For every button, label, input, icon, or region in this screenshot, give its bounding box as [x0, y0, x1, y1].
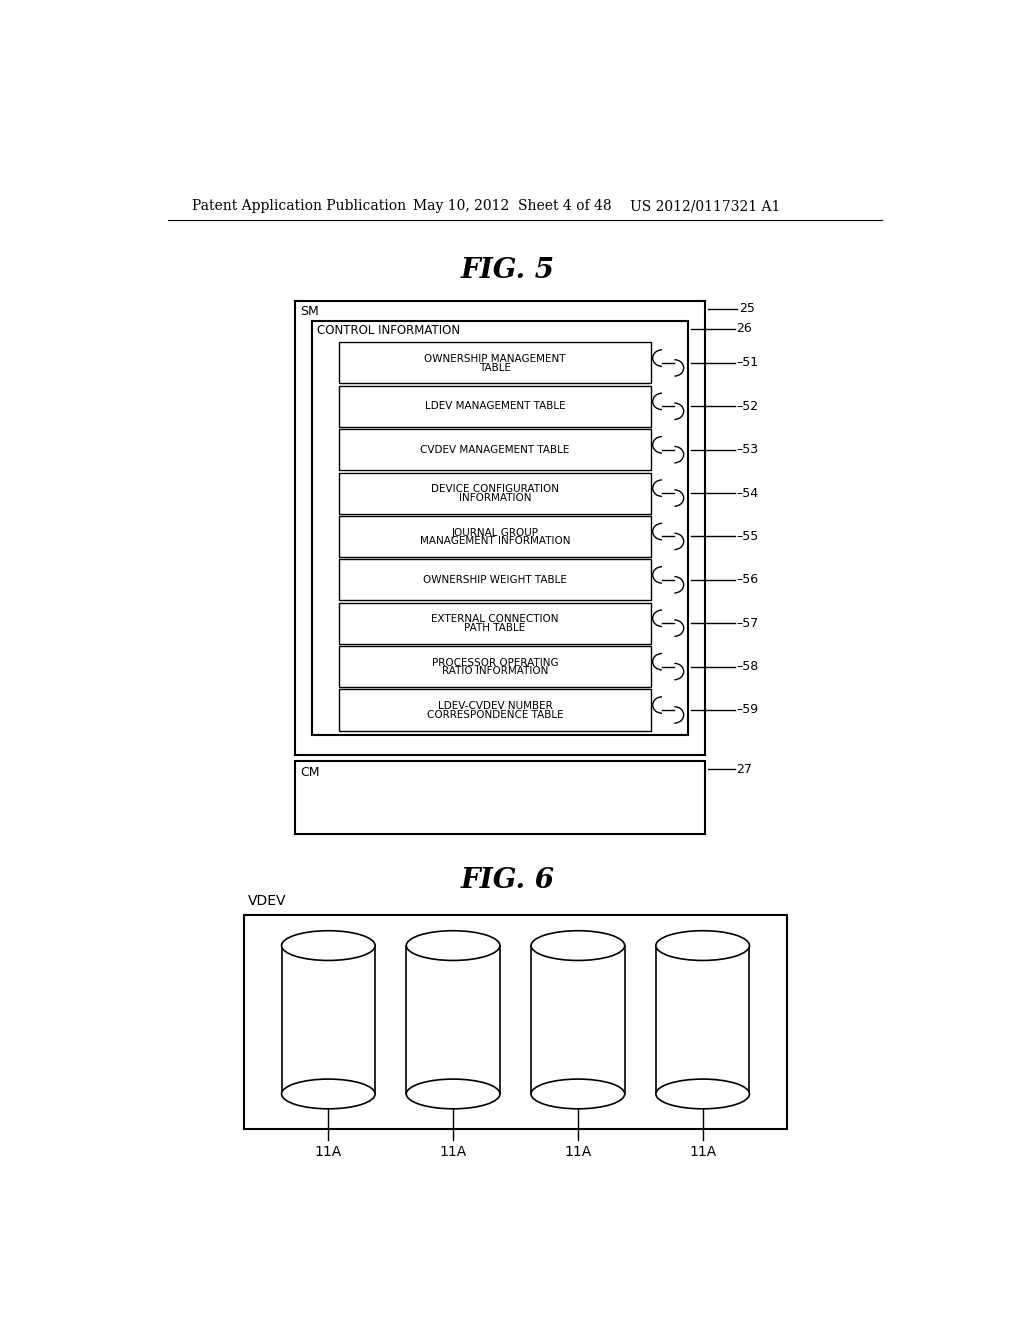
Text: VDEV: VDEV	[248, 895, 287, 908]
Text: CONTROL INFORMATION: CONTROL INFORMATION	[317, 325, 460, 338]
Text: 26: 26	[736, 322, 752, 335]
Text: –56: –56	[736, 573, 759, 586]
Text: CM: CM	[300, 766, 319, 779]
Text: 11A: 11A	[314, 1144, 342, 1159]
Ellipse shape	[531, 931, 625, 961]
Bar	[295, 301, 706, 755]
Text: LDEV-CVDEV NUMBER: LDEV-CVDEV NUMBER	[437, 701, 552, 711]
Bar	[339, 342, 651, 384]
Bar	[339, 385, 651, 426]
Ellipse shape	[282, 931, 375, 961]
Ellipse shape	[531, 1078, 625, 1109]
Text: LDEV MANAGEMENT TABLE: LDEV MANAGEMENT TABLE	[425, 401, 565, 412]
Text: –58: –58	[736, 660, 759, 673]
Text: US 2012/0117321 A1: US 2012/0117321 A1	[630, 199, 780, 213]
Text: –55: –55	[736, 529, 759, 543]
Bar	[295, 762, 706, 834]
Text: FIG. 6: FIG. 6	[461, 867, 555, 894]
Ellipse shape	[655, 1078, 750, 1109]
Text: MANAGEMENT INFORMATION: MANAGEMENT INFORMATION	[420, 536, 570, 546]
Bar	[339, 560, 651, 601]
Ellipse shape	[655, 931, 750, 961]
Bar	[245, 915, 786, 1129]
Bar	[339, 429, 651, 470]
Text: INFORMATION: INFORMATION	[459, 492, 531, 503]
Text: CORRESPONDENCE TABLE: CORRESPONDENCE TABLE	[427, 710, 563, 719]
Text: –52: –52	[736, 400, 759, 413]
Ellipse shape	[282, 1078, 375, 1109]
Text: CVDEV MANAGEMENT TABLE: CVDEV MANAGEMENT TABLE	[420, 445, 569, 454]
Text: –59: –59	[736, 704, 759, 717]
Text: –51: –51	[736, 356, 759, 370]
Text: 11A: 11A	[439, 1144, 467, 1159]
Text: 11A: 11A	[564, 1144, 592, 1159]
Text: 25: 25	[738, 302, 755, 315]
Text: –53: –53	[736, 444, 759, 457]
Ellipse shape	[407, 1078, 500, 1109]
Bar	[339, 516, 651, 557]
Bar	[339, 603, 651, 644]
Bar	[339, 645, 651, 688]
Text: DEVICE CONFIGURATION: DEVICE CONFIGURATION	[431, 484, 559, 494]
Bar	[311, 321, 688, 735]
Text: 27: 27	[736, 763, 753, 776]
Text: OWNERSHIP WEIGHT TABLE: OWNERSHIP WEIGHT TABLE	[423, 574, 567, 585]
Text: PROCESSOR OPERATING: PROCESSOR OPERATING	[432, 657, 558, 668]
Text: PATH TABLE: PATH TABLE	[464, 623, 525, 632]
Text: Patent Application Publication: Patent Application Publication	[191, 199, 406, 213]
Text: OWNERSHIP MANAGEMENT: OWNERSHIP MANAGEMENT	[424, 354, 565, 364]
Text: FIG. 5: FIG. 5	[461, 256, 555, 284]
Bar	[339, 689, 651, 730]
Ellipse shape	[407, 931, 500, 961]
Text: May 10, 2012  Sheet 4 of 48: May 10, 2012 Sheet 4 of 48	[414, 199, 611, 213]
Text: EXTERNAL CONNECTION: EXTERNAL CONNECTION	[431, 614, 559, 624]
Text: TABLE: TABLE	[479, 363, 511, 372]
Text: SM: SM	[300, 305, 318, 318]
Text: RATIO INFORMATION: RATIO INFORMATION	[441, 667, 548, 676]
Text: JOURNAL GROUP: JOURNAL GROUP	[452, 528, 539, 537]
Bar	[339, 473, 651, 513]
Text: 11A: 11A	[689, 1144, 716, 1159]
Text: –57: –57	[736, 616, 759, 630]
Text: –54: –54	[736, 487, 759, 499]
